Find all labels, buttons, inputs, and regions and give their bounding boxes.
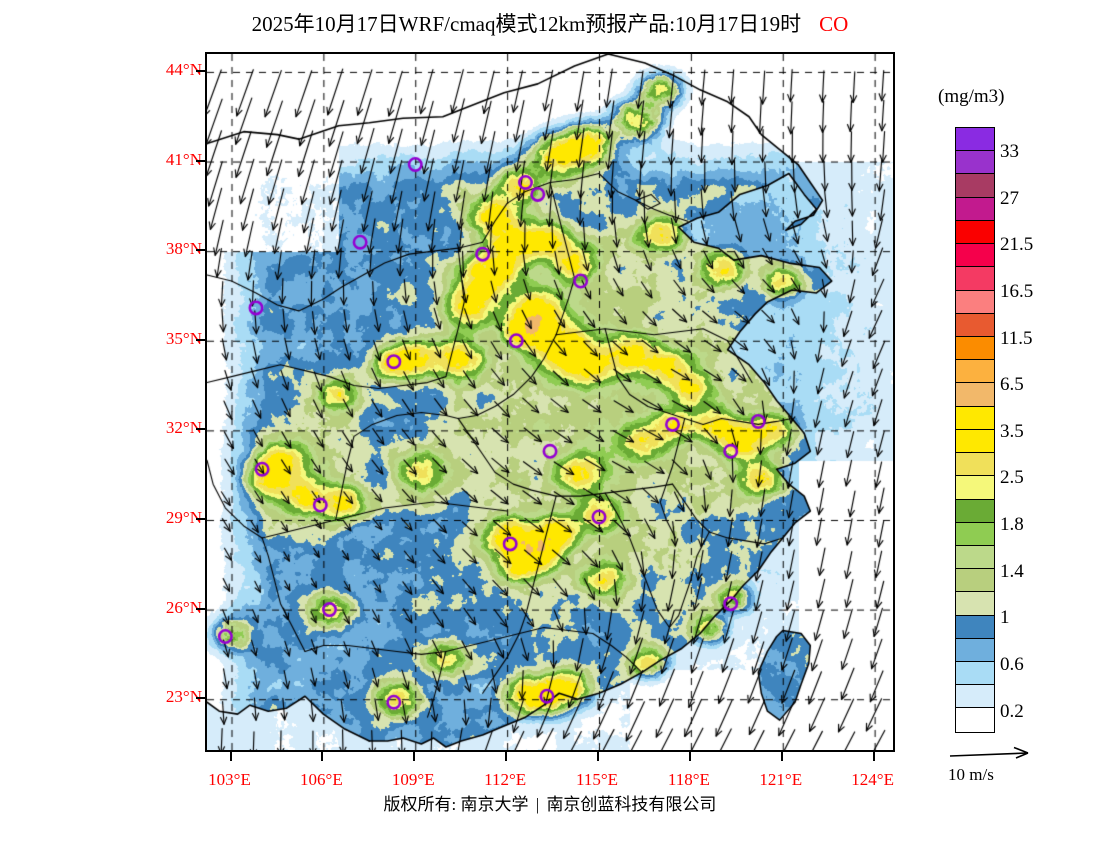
copyright-separator: | <box>535 795 540 814</box>
x-axis-tick-label: 121°E <box>759 770 803 789</box>
colorbar-tick-label: 0.2 <box>1000 700 1024 722</box>
map-plot-area[interactable] <box>205 52 895 752</box>
colorbar-tick-label: 0.6 <box>1000 653 1024 675</box>
colorbar-swatch <box>956 197 994 221</box>
colorbar-tick-label: 16.5 <box>1000 281 1034 303</box>
y-axis-tick-mark <box>196 428 205 431</box>
colorbar-tick-label: 21.5 <box>1000 234 1034 256</box>
y-axis-tick-mark <box>196 338 205 341</box>
colorbar-tick-label: 11.5 <box>1000 327 1033 349</box>
colorbar-swatch <box>956 522 994 546</box>
colorbar-swatch <box>956 313 994 337</box>
chart-title: 2025年10月17日WRF/cmaq模式12km预报产品:10月17日19时 … <box>0 8 1100 38</box>
x-axis-tick-label: 109°E <box>391 770 435 789</box>
colorbar-swatch <box>956 545 994 570</box>
colorbar-swatch <box>956 592 994 616</box>
y-axis-tick-mark <box>196 517 205 520</box>
colorbar-tick-label: 1.4 <box>1000 560 1024 582</box>
x-axis-tick-label: 106°E <box>300 770 343 789</box>
colorbar-swatch <box>956 267 994 291</box>
wind-scale-label: 10 m/s <box>948 765 994 784</box>
y-axis-labels: 44°N 41°N 38°N 35°N 32°N 29°N 26°N 23°N <box>118 52 202 752</box>
y-axis-tick-mark <box>196 159 205 162</box>
colorbar-swatch <box>956 569 994 593</box>
colorbar-swatch <box>956 244 994 268</box>
y-axis-tick-label: 29°N <box>165 507 202 527</box>
colorbar-swatch <box>956 429 994 454</box>
x-axis-tick-mark <box>597 752 599 761</box>
colorbar-swatch <box>956 151 994 175</box>
y-axis-tick-label: 41°N <box>165 149 202 169</box>
colorbar-swatch <box>956 128 994 152</box>
colorbar-swatch <box>956 638 994 663</box>
copyright-owner: 版权所有: 南京大学 <box>383 795 529 814</box>
colorbar-tick-label: 3.5 <box>1000 420 1024 442</box>
wind-arrow-icon <box>949 746 1029 759</box>
x-axis-tick-label: 103°E <box>208 770 251 789</box>
y-axis-tick-mark <box>196 607 205 610</box>
colorbar-tick-label: 33 <box>1000 141 1019 163</box>
colorbar-swatch <box>956 383 994 407</box>
colorbar-tick-label: 1.8 <box>1000 514 1024 536</box>
colorbar-tick-labels: 33 27 21.5 16.5 11.5 6.5 3.5 2.5 1.8 1.4 1 0.6 0.2 <box>1000 127 1095 733</box>
wind-scale-legend: 10 m/s <box>948 745 1088 795</box>
colorbar-swatch <box>956 360 994 384</box>
y-axis-tick-label: 32°N <box>165 418 202 438</box>
y-axis-tick-mark <box>196 69 205 72</box>
colorbar-tick-label: 6.5 <box>1000 374 1024 396</box>
y-axis-tick-label: 35°N <box>165 328 202 348</box>
colorbar-swatch <box>956 708 994 732</box>
y-axis-tick-label: 38°N <box>165 239 202 259</box>
colorbar-tick-label: 2.5 <box>1000 467 1024 489</box>
x-axis-ticks <box>205 752 895 762</box>
colorbar-tick-label: 1 <box>1000 607 1010 629</box>
y-axis-ticks <box>196 52 206 752</box>
x-axis-tick-mark <box>505 752 508 761</box>
colorbar-tick-label: 27 <box>1000 187 1019 209</box>
x-axis-tick-label: 115°E <box>575 770 619 789</box>
colorbar-unit-label: (mg/m3) <box>938 86 1005 107</box>
x-axis-labels: 103°E 106°E 109°E 112°E 115°E 118°E 121°E 124°E <box>205 756 895 796</box>
colorbar <box>955 127 995 733</box>
x-axis-tick-label: 112°E <box>484 770 527 789</box>
colorbar-swatch <box>956 453 994 477</box>
colorbar-swatch <box>956 476 994 500</box>
y-axis-tick-label: 23°N <box>165 687 202 707</box>
y-axis-tick-mark <box>196 249 205 252</box>
x-axis-tick-label: 118°E <box>667 770 710 789</box>
x-axis-tick-mark <box>413 752 416 761</box>
title-species-label: CO <box>819 12 849 36</box>
title-main-text: 2025年10月17日WRF/cmaq模式12km预报产品:10月17日19时 <box>251 12 802 36</box>
x-axis-tick-mark <box>780 752 783 761</box>
copyright-company: 南京创蓝科技有限公司 <box>546 795 717 814</box>
x-axis-tick-mark <box>872 752 875 761</box>
colorbar-swatch <box>956 685 994 709</box>
x-axis-tick-mark <box>688 752 691 761</box>
x-axis-tick-label: 124°E <box>851 770 894 789</box>
y-axis-tick-label: 44°N <box>165 59 202 79</box>
copyright-notice: 版权所有: 南京大学 | 南京创蓝科技有限公司 <box>0 790 1100 815</box>
colorbar-swatch <box>956 662 994 686</box>
y-axis-tick-label: 26°N <box>165 597 202 617</box>
x-axis-tick-mark <box>321 752 324 761</box>
colorbar-swatch <box>956 499 994 523</box>
colorbar-swatch <box>956 406 994 430</box>
co-concentration-map[interactable] <box>207 54 893 750</box>
colorbar-swatch <box>956 336 994 361</box>
colorbar-swatch <box>956 290 994 314</box>
y-axis-tick-mark <box>196 697 205 700</box>
x-axis-tick-mark <box>229 752 232 761</box>
colorbar-swatch <box>956 615 994 639</box>
colorbar-swatch <box>956 174 994 198</box>
colorbar-swatch <box>956 220 994 245</box>
